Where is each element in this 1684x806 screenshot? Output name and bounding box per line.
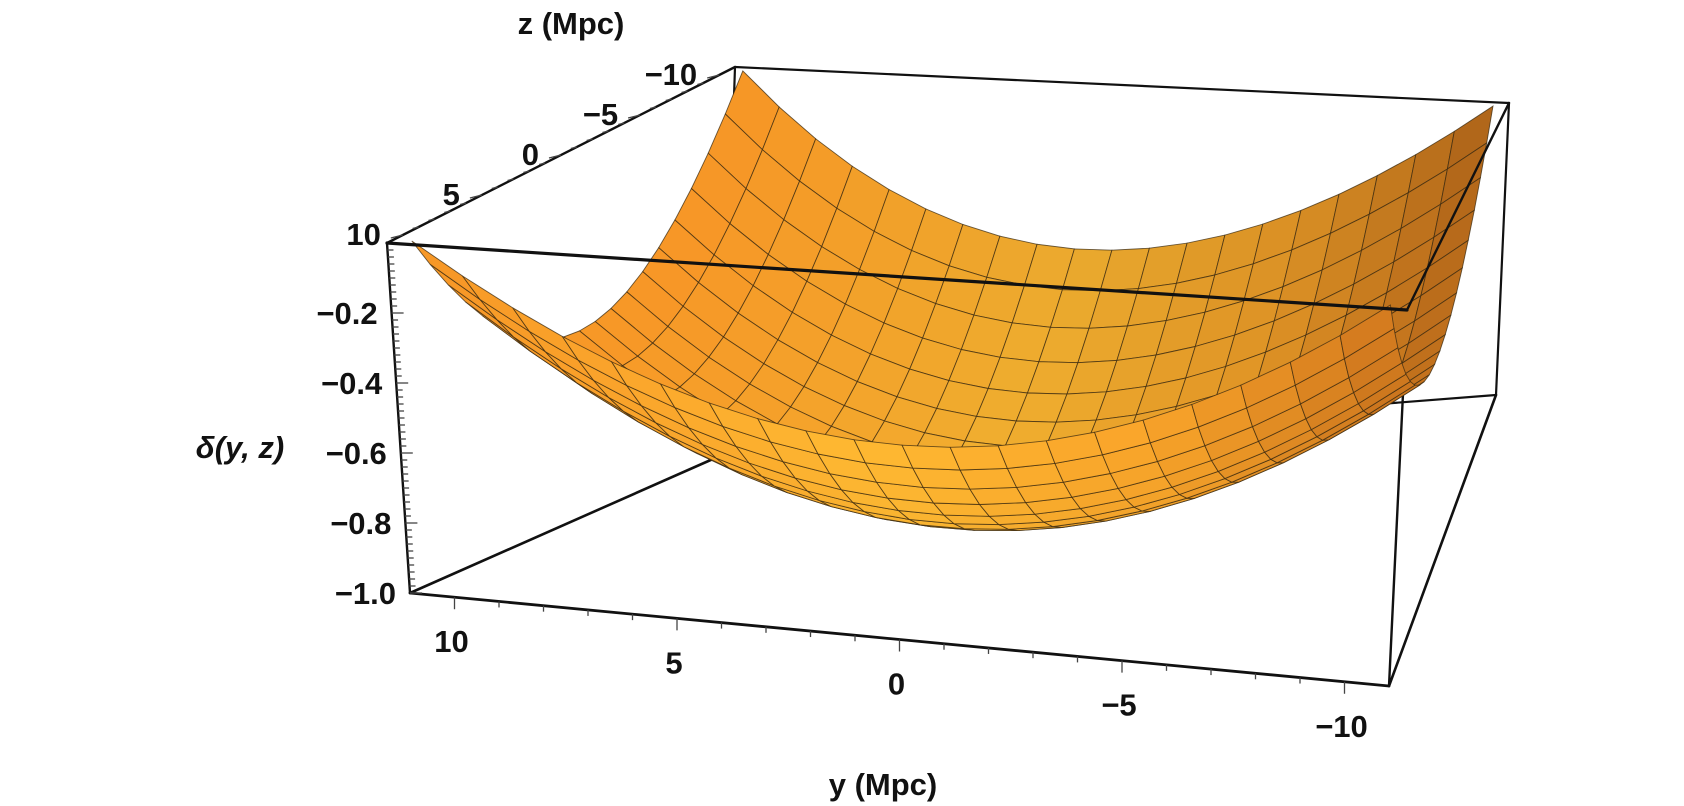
y-tick-label: 0 (888, 667, 905, 702)
surface-cell (978, 502, 1036, 517)
axis-ticks: 10 5 0 −5 −10 −10 −5 0 5 10 −0.2 −0.4 −0.6 −0.8 −1.0 (316, 57, 1367, 744)
box-edge (1494, 101, 1511, 397)
z-tick-label: 5 (443, 177, 460, 212)
bounding-box-front (385, 101, 1511, 312)
z-minor-tick (697, 82, 704, 86)
box-edge (1405, 101, 1511, 312)
z-tick (548, 154, 562, 159)
delta-tick-label: −1.0 (335, 576, 396, 611)
z-minor-tick (523, 170, 530, 174)
surface-cell (997, 440, 1056, 469)
y-tick-label: 10 (434, 624, 468, 659)
delta-tick-label: −0.6 (326, 436, 387, 471)
z-minor-tick (428, 218, 435, 222)
z-tick (469, 194, 483, 199)
z-minor-tick (491, 186, 498, 190)
surface-cell (949, 445, 1009, 471)
z-minor-tick (539, 162, 546, 166)
delta-axis-title: δ(y, z) (196, 430, 284, 465)
delta-tick-label: −0.4 (321, 366, 383, 401)
z-tick-label: 10 (346, 217, 380, 252)
surface-cell (969, 486, 1027, 505)
z-tick-label: 0 (522, 137, 539, 172)
z-minor-tick (570, 146, 577, 150)
y-tick-label: −10 (1315, 709, 1368, 744)
surface-cell (959, 467, 1018, 490)
z-minor-tick (412, 226, 419, 230)
z-minor-tick (459, 202, 467, 206)
z-tick-label: −5 (583, 97, 618, 132)
z-minor-tick (665, 98, 672, 102)
z-minor-tick (602, 130, 609, 134)
box-edge (408, 453, 724, 595)
z-tick (390, 234, 403, 239)
z-tick (627, 114, 641, 119)
z-minor-tick (586, 138, 593, 142)
z-minor-tick (618, 122, 625, 126)
surface-cell (1339, 304, 1395, 360)
box-edge (733, 65, 1511, 105)
z-tick-label: −10 (645, 57, 698, 92)
delta-tick-label: −0.8 (330, 506, 391, 541)
y-axis-title: y (Mpc) (829, 767, 938, 802)
box-edge (385, 241, 1409, 312)
delta-tick-label: −0.2 (316, 296, 377, 331)
z-minor-tick (649, 106, 657, 110)
z-axis-title: z (Mpc) (518, 6, 625, 41)
surface-mesh (411, 70, 1494, 532)
z-minor-tick (444, 210, 451, 214)
z-tick (707, 74, 720, 79)
y-tick-label: 5 (665, 645, 682, 680)
y-tick-label: −5 (1101, 688, 1136, 723)
axis-labels: y (Mpc) z (Mpc) δ(y, z) (196, 6, 937, 802)
z-minor-tick (681, 90, 688, 94)
box-edge (1387, 393, 1498, 688)
z-minor-tick (507, 178, 514, 182)
